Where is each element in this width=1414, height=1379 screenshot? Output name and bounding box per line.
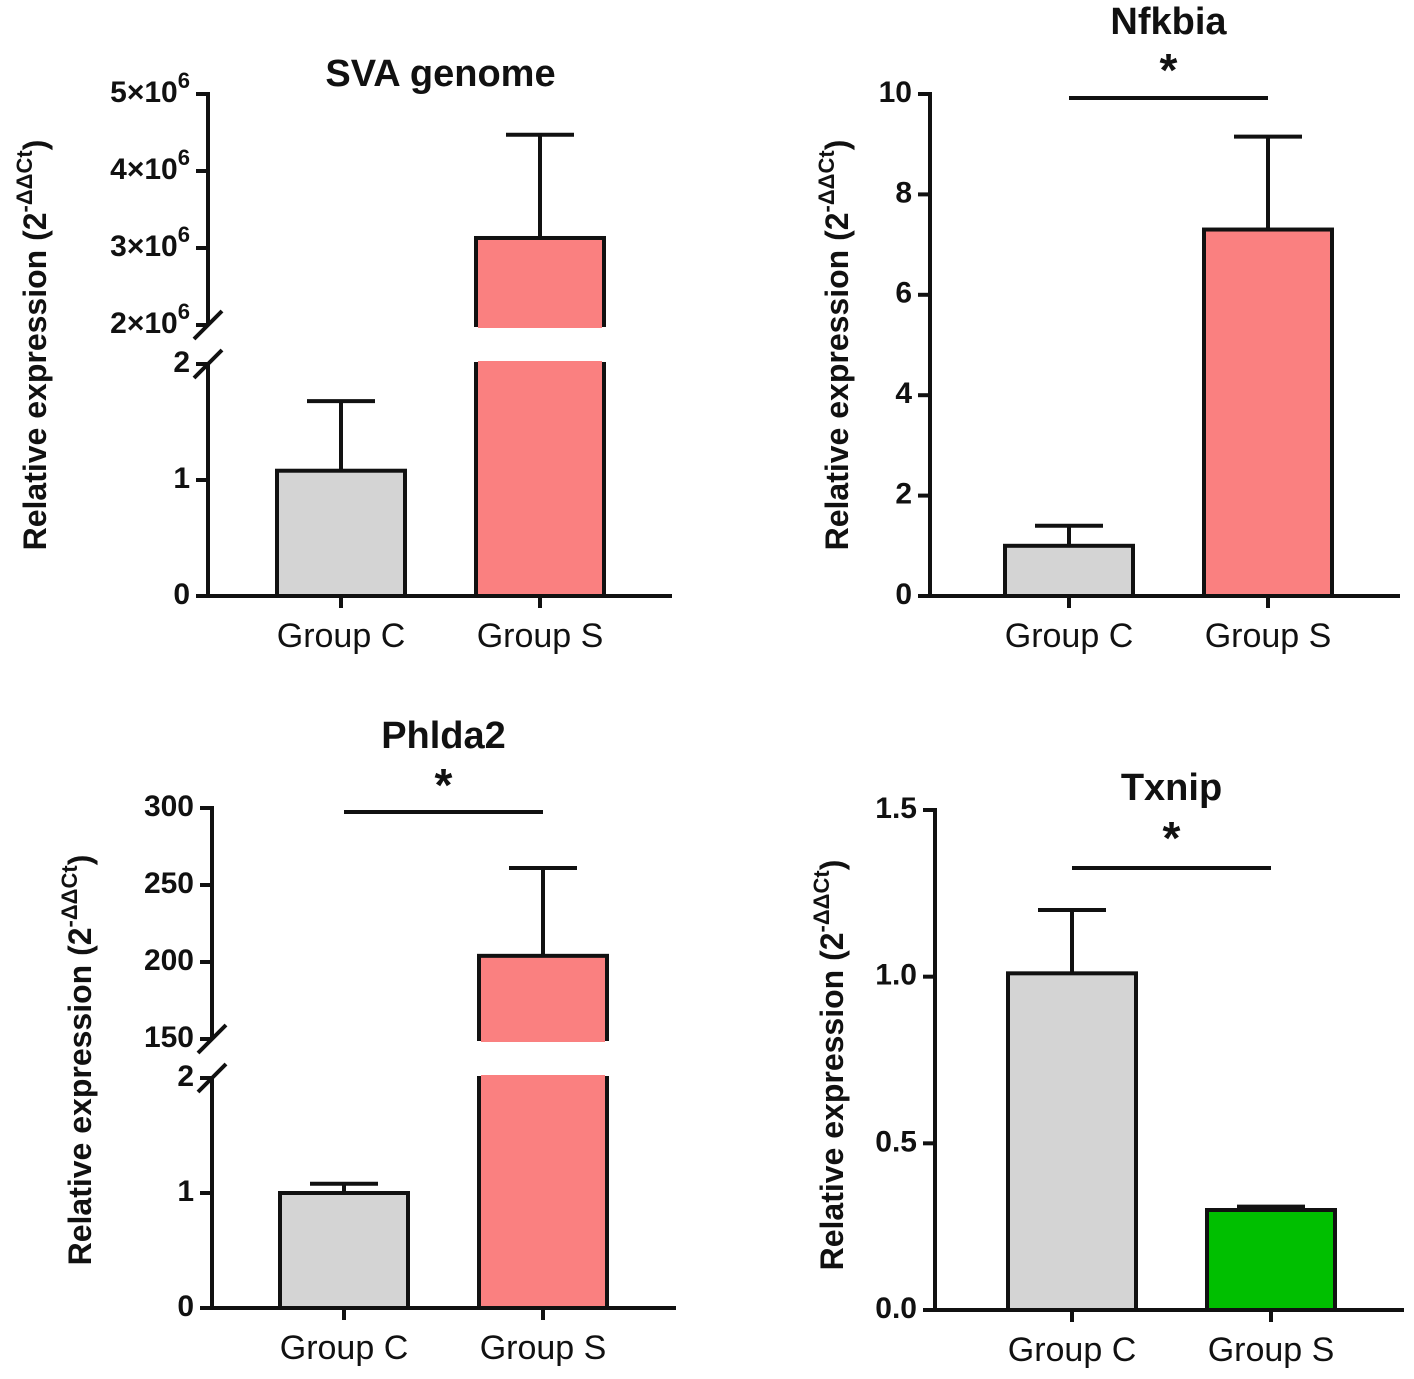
significance-star: * xyxy=(1160,44,1178,96)
y-tick-label: 2 xyxy=(895,478,912,511)
y-tick-label: 0 xyxy=(173,578,190,611)
y-tick-label: 4 xyxy=(895,377,912,410)
y-tick-label: 0 xyxy=(177,1290,194,1323)
bar-group-c xyxy=(275,468,407,598)
y-tick-label: 8 xyxy=(895,176,912,209)
x-tick-label: Group S xyxy=(1205,617,1332,655)
bar-group-s xyxy=(1205,1208,1337,1312)
chart-title: Nfkbia xyxy=(1110,1,1227,43)
y-axis-label: Relative expression (2-ΔΔCt) xyxy=(57,855,99,1266)
y-tick-label: 250 xyxy=(144,867,194,900)
y-tick-label: 0 xyxy=(895,578,912,611)
y-tick-label: 150 xyxy=(144,1021,194,1054)
y-tick-label: 6 xyxy=(895,277,912,310)
chart-title: SVA genome xyxy=(325,53,555,95)
chart-panel-3: Phlda2 0 1 2 150 200 250 300 Group C Group S * Rela… xyxy=(57,715,676,1367)
significance-star: * xyxy=(1163,812,1181,864)
bar-break-mask xyxy=(481,1075,605,1081)
x-tick-label: Group C xyxy=(1008,1331,1137,1369)
bar-break-mask xyxy=(481,1036,605,1042)
x-tick-label: Group S xyxy=(477,617,604,655)
y-tick-label: 5×106 xyxy=(110,68,190,109)
y-tick-label: 0.0 xyxy=(875,1292,917,1325)
bar-break-mask xyxy=(478,322,602,328)
significance-star: * xyxy=(435,759,453,811)
bar-group-c xyxy=(1003,543,1135,598)
bar-group-s-upper xyxy=(477,953,609,1042)
y-axis-label: Relative expression (2-ΔΔCt) xyxy=(12,140,54,551)
bar-group-s-lower xyxy=(474,362,606,598)
y-tick-label: 3×106 xyxy=(110,222,190,263)
y-axis-label: Relative expression (2-ΔΔCt) xyxy=(809,860,851,1271)
chart-panel-2: Nfkbia 0 2 4 6 8 10 Group C Group S * Relative exp… xyxy=(814,1,1400,655)
chart-title: Phlda2 xyxy=(381,715,506,757)
chart-panel-4: Txnip 0.0 0.5 1.0 1.5 Group C Group S * Relative… xyxy=(809,767,1404,1369)
bar-group-s xyxy=(1202,227,1334,598)
y-tick-label: 2 xyxy=(173,346,190,379)
x-tick-label: Group C xyxy=(277,617,406,655)
bar-group-c xyxy=(278,1191,410,1310)
y-tick-label: 1 xyxy=(173,462,190,495)
chart-title: Txnip xyxy=(1121,767,1222,809)
bar-group-s-upper xyxy=(474,235,606,328)
bar-break-mask xyxy=(478,361,602,367)
y-tick-label: 1 xyxy=(177,1175,194,1208)
y-tick-label: 4×106 xyxy=(110,145,190,186)
y-axis-label: Relative expression (2-ΔΔCt) xyxy=(814,140,856,551)
y-tick-label: 10 xyxy=(879,76,912,109)
bar-group-s-lower xyxy=(477,1076,609,1310)
y-tick-label: 0.5 xyxy=(875,1125,917,1158)
chart-panel-1: SVA genome 0 1 2 2×106 3×106 4×106 5×106 Group C… xyxy=(12,53,672,655)
y-tick-label: 300 xyxy=(144,790,194,823)
y-tick-label: 1.5 xyxy=(875,792,917,825)
x-tick-label: Group C xyxy=(280,1329,409,1367)
x-tick-label: Group S xyxy=(480,1329,607,1367)
x-tick-label: Group S xyxy=(1208,1331,1335,1369)
bar-group-c xyxy=(1006,971,1138,1312)
x-tick-label: Group C xyxy=(1005,617,1134,655)
y-tick-label: 2×106 xyxy=(110,299,190,340)
y-tick-label: 200 xyxy=(144,944,194,977)
y-tick-label: 1.0 xyxy=(875,959,917,992)
y-tick-label: 2 xyxy=(177,1060,194,1093)
